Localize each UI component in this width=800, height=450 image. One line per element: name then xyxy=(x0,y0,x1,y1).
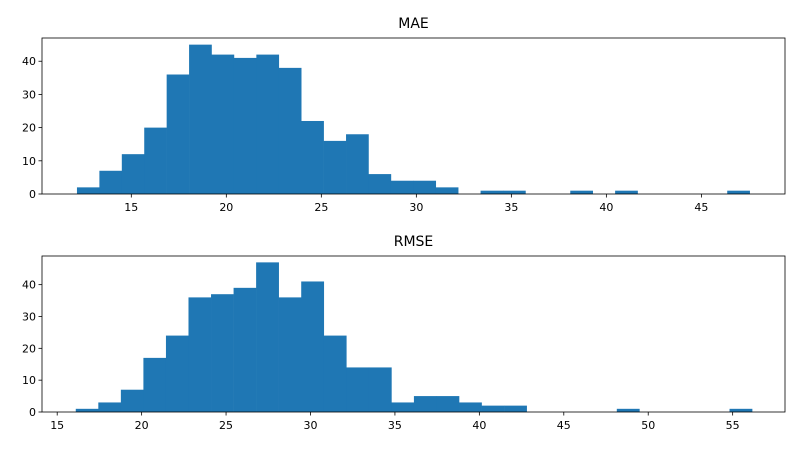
mae-x-tick-label: 30 xyxy=(409,201,423,214)
rmse-x-tick-label: 25 xyxy=(219,419,233,432)
mae-bar xyxy=(727,190,750,194)
rmse-axes-frame xyxy=(41,255,786,413)
mae-y-axis: 0 10 20 30 40 xyxy=(22,55,42,201)
rmse-bar xyxy=(98,402,122,412)
mae-bar xyxy=(413,180,437,194)
rmse-bar xyxy=(188,297,212,412)
mae-bars xyxy=(76,44,750,194)
rmse-bar xyxy=(278,297,302,412)
rmse-y-tick-label: 30 xyxy=(22,310,36,323)
mae-y-tick-label: 10 xyxy=(22,155,36,168)
rmse-bar xyxy=(301,281,325,412)
rmse-bar xyxy=(120,389,144,412)
mae-y-tick-label: 30 xyxy=(22,88,36,101)
mae-y-tick-label: 40 xyxy=(22,55,36,68)
rmse-y-tick-label: 10 xyxy=(22,374,36,387)
mae-bar xyxy=(368,174,392,194)
rmse-x-tick-label: 30 xyxy=(303,419,317,432)
mae-bar xyxy=(301,120,324,194)
rmse-bar xyxy=(75,408,99,412)
rmse-y-tick-label: 0 xyxy=(29,406,36,419)
mae-x-axis: 15 20 25 30 35 40 45 xyxy=(124,194,708,214)
mae-title: MAE xyxy=(398,16,429,32)
rmse-bar xyxy=(391,402,415,412)
mae-bar xyxy=(99,170,123,194)
rmse-x-axis: 15 20 25 30 35 40 45 50 55 xyxy=(50,412,740,432)
mae-bar xyxy=(211,54,235,194)
rmse-x-tick-label: 55 xyxy=(726,419,740,432)
mae-x-tick-label: 45 xyxy=(694,201,708,214)
mae-y-tick-label: 20 xyxy=(22,122,36,135)
mae-bar xyxy=(435,187,459,194)
mae-bar xyxy=(76,187,100,194)
mae-x-tick-label: 35 xyxy=(504,201,518,214)
rmse-bar xyxy=(323,335,347,412)
rmse-bar xyxy=(616,408,640,412)
rmse-bar xyxy=(165,335,189,412)
mae-x-tick-label: 20 xyxy=(219,201,233,214)
rmse-x-tick-label: 45 xyxy=(557,419,571,432)
rmse-x-tick-label: 50 xyxy=(641,419,655,432)
rmse-bar xyxy=(368,367,392,412)
rmse-bar xyxy=(459,402,482,412)
mae-bar xyxy=(503,190,526,194)
rmse-y-tick-label: 40 xyxy=(22,279,36,292)
rmse-bar xyxy=(729,408,753,412)
rmse-panel: RMSE 0 10 20 30 40 15 20 25 30 35 40 45 50 55 xyxy=(22,234,786,432)
mae-bar xyxy=(166,74,190,194)
mae-y-tick-label: 0 xyxy=(29,188,36,201)
mae-bar xyxy=(144,127,167,194)
mae-axes-frame xyxy=(41,37,786,195)
rmse-x-tick-label: 40 xyxy=(472,419,486,432)
rmse-bar xyxy=(346,367,370,412)
rmse-bar xyxy=(481,405,505,412)
mae-bar xyxy=(256,54,280,194)
mae-bar xyxy=(121,154,145,194)
mae-bar xyxy=(233,57,257,194)
rmse-y-axis: 0 10 20 30 40 xyxy=(22,279,42,419)
rmse-x-tick-label: 15 xyxy=(50,419,64,432)
rmse-y-tick-label: 20 xyxy=(22,342,36,355)
mae-bar xyxy=(570,190,593,194)
mae-bar xyxy=(390,180,414,194)
mae-panel: MAE 0 10 20 30 40 15 20 25 30 35 40 45 xyxy=(22,16,786,214)
mae-x-tick-label: 40 xyxy=(599,201,613,214)
rmse-bar xyxy=(233,287,257,412)
rmse-bar xyxy=(413,396,437,412)
rmse-bar xyxy=(143,357,167,412)
mae-bar xyxy=(346,134,369,194)
mae-bar xyxy=(480,190,504,194)
mae-x-tick-label: 15 xyxy=(124,201,138,214)
mae-bar xyxy=(278,67,302,194)
rmse-bar xyxy=(256,262,279,412)
mae-bar xyxy=(323,140,347,194)
mae-x-tick-label: 25 xyxy=(314,201,328,214)
rmse-x-tick-label: 20 xyxy=(135,419,149,432)
rmse-bar xyxy=(504,405,527,412)
rmse-bar xyxy=(211,294,234,412)
rmse-bars xyxy=(75,262,753,412)
mae-bar xyxy=(189,44,212,194)
rmse-title: RMSE xyxy=(394,234,434,250)
rmse-bar xyxy=(436,396,460,412)
rmse-x-tick-label: 35 xyxy=(388,419,402,432)
mae-bar xyxy=(615,190,638,194)
